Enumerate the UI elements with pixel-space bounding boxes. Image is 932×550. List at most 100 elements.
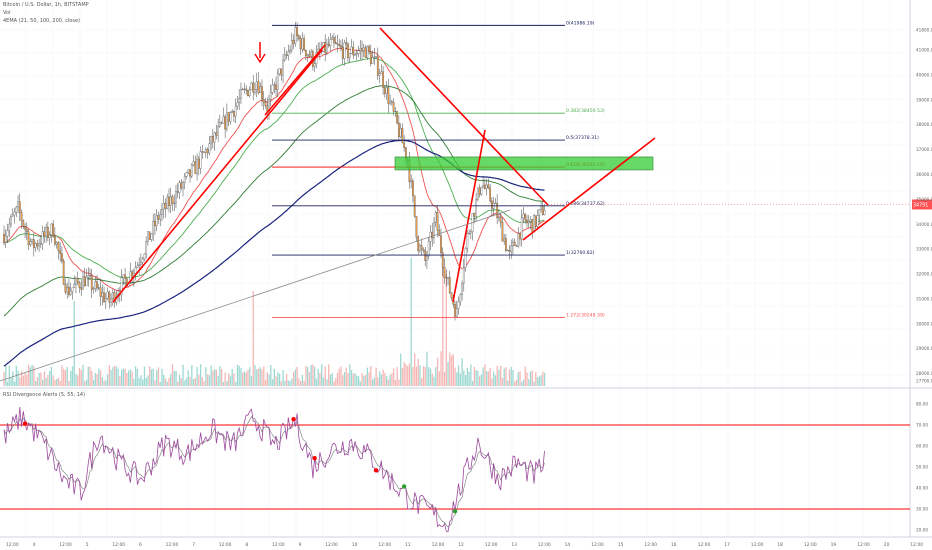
candle-body xyxy=(148,231,151,240)
candle-body xyxy=(345,42,348,45)
candle-body xyxy=(3,233,5,244)
candle-body xyxy=(401,128,404,144)
volume-bar xyxy=(289,381,291,386)
candle-body xyxy=(85,277,88,286)
volume-bar xyxy=(164,378,167,386)
candle-body xyxy=(25,228,28,232)
candle-body xyxy=(503,238,506,242)
candle-body xyxy=(355,53,358,55)
volume-bar xyxy=(222,381,225,386)
volume-bar xyxy=(456,372,458,386)
volume-bar xyxy=(191,364,193,386)
candle-body xyxy=(485,184,488,189)
volume-bar xyxy=(126,372,128,386)
candle-body xyxy=(297,35,300,39)
candle-body xyxy=(147,231,149,242)
volume-bar xyxy=(140,375,142,386)
candle-body xyxy=(248,89,251,96)
volume-bar xyxy=(493,371,495,386)
fib-levels: 0(41986.19) 0.382(38459.53) 0.5(37378.31) 0… xyxy=(272,20,605,319)
volume-bar xyxy=(5,365,7,386)
rsi-tick-label: 60.00 xyxy=(916,444,928,449)
volume-bar xyxy=(205,367,207,386)
volume-bar xyxy=(500,365,502,386)
price-tick-label: 37000.00 xyxy=(916,147,932,152)
candle-body xyxy=(173,202,176,204)
volume-bar xyxy=(177,381,179,386)
volume-bar xyxy=(515,379,518,386)
candle-body xyxy=(17,201,19,208)
candle-body xyxy=(543,210,546,215)
time-tick-label: 12:00 xyxy=(857,542,870,548)
candle-body xyxy=(138,264,141,266)
candle-body xyxy=(415,216,418,238)
candle-body xyxy=(168,196,170,206)
candle-body xyxy=(527,221,530,224)
time-tick-label: 19 xyxy=(831,542,837,548)
volume-bar xyxy=(221,368,223,386)
volume-bar xyxy=(82,364,84,386)
time-tick-label: 12:00 xyxy=(6,542,19,548)
volume-bar xyxy=(296,366,298,386)
volume-bar xyxy=(350,370,353,386)
candle-body xyxy=(464,248,467,268)
candle-body xyxy=(90,275,93,290)
candle-body xyxy=(99,287,102,297)
volume-bar xyxy=(40,372,42,386)
volume-bar xyxy=(412,367,414,386)
falling-resistance-line xyxy=(379,27,549,206)
time-tick-label: 17 xyxy=(724,542,730,548)
volume-bar xyxy=(143,366,146,386)
volume-bar xyxy=(505,367,507,386)
volume-bar xyxy=(347,373,349,386)
volume-bar xyxy=(503,368,505,386)
candle-body xyxy=(278,68,281,74)
volume-bar xyxy=(364,375,367,386)
candle-body xyxy=(103,292,105,302)
candle-body xyxy=(111,292,114,299)
volume-bar xyxy=(489,367,491,386)
candle-body xyxy=(234,105,237,117)
volume-bar xyxy=(498,369,500,386)
volume-bar xyxy=(210,365,212,386)
volume-bar xyxy=(426,351,428,386)
rsi-divergence-marker xyxy=(312,455,317,461)
candle-body xyxy=(61,253,63,262)
volume-bar xyxy=(521,381,523,386)
candle-body xyxy=(275,84,277,90)
candle-body xyxy=(18,201,21,213)
candle-body xyxy=(454,304,456,317)
volume-bar xyxy=(408,363,411,386)
volume-bar xyxy=(24,372,26,386)
volume-bar xyxy=(120,369,123,386)
volume-bar xyxy=(522,379,525,386)
candle-body xyxy=(431,231,434,239)
candle-body xyxy=(229,112,232,122)
time-tick-label: 12:00 xyxy=(804,542,817,548)
current-price-text: 34791 xyxy=(913,202,928,208)
price-candles xyxy=(3,21,546,321)
volume-bar xyxy=(240,368,242,386)
volume-bar xyxy=(457,365,460,386)
volume-bar xyxy=(89,366,91,386)
candle-body xyxy=(57,242,60,252)
candle-body xyxy=(27,231,30,246)
candle-body xyxy=(197,158,200,169)
volume-bars xyxy=(3,258,546,386)
rsi-tick-label: 80.00 xyxy=(916,402,928,407)
time-tick-label: 12:00 xyxy=(644,542,657,548)
candle-body xyxy=(364,47,367,58)
volume-bar xyxy=(429,368,432,386)
volume-bar xyxy=(252,291,254,386)
volume-bar xyxy=(307,366,309,386)
candle-body xyxy=(54,236,56,245)
candle-body xyxy=(6,230,9,237)
volume-bar xyxy=(235,381,237,386)
candle-body xyxy=(24,225,26,230)
candle-body xyxy=(338,44,341,46)
volume-bar xyxy=(138,378,140,386)
candle-body xyxy=(211,136,214,143)
volume-bar xyxy=(238,365,240,386)
volume-bar xyxy=(36,377,39,386)
